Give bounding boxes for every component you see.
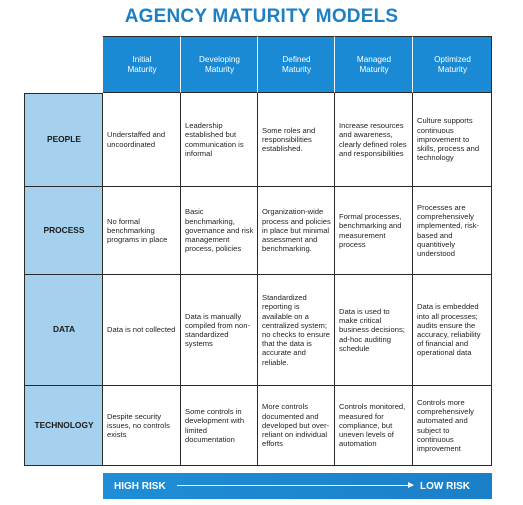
table-cell: Despite security issues, no controls exi… — [103, 386, 181, 466]
table-cell: More controls documented and developed b… — [258, 386, 335, 466]
table-cell: Culture supports continuous improvement … — [413, 93, 492, 187]
column-header: Developing Maturity — [181, 36, 258, 93]
table-cell: Data is embedded into all processes; aud… — [413, 275, 492, 386]
table-cell: Data is not collected — [103, 275, 181, 386]
table-cell: Controls monitored, measured for complia… — [335, 386, 413, 466]
table-cell: Formal processes, benchmarking and measu… — [335, 187, 413, 275]
column-header-label: Initial Maturity — [127, 54, 157, 74]
table-cell: Organization-wide process and policies i… — [258, 187, 335, 275]
table-corner — [24, 36, 103, 93]
table-cell: Leadership established but communication… — [181, 93, 258, 187]
row-label-technology: TECHNOLOGY — [24, 386, 103, 466]
table-cell: No formal benchmarking programs in place — [103, 187, 181, 275]
row-label-people: PEOPLE — [24, 93, 103, 187]
column-header: Managed Maturity — [335, 36, 413, 93]
table-cell: Understaffed and uncoordinated — [103, 93, 181, 187]
column-header-label: Managed Maturity — [356, 54, 392, 74]
table-cell: Some roles and responsibilities establis… — [258, 93, 335, 187]
column-header: Optimized Maturity — [413, 36, 492, 93]
table-cell: Data is manually compiled from non-stand… — [181, 275, 258, 386]
column-header: Defined Maturity — [258, 36, 335, 93]
table-cell: Controls more comprehensively automated … — [413, 386, 492, 466]
risk-scale-bar: HIGH RISK LOW RISK — [103, 473, 492, 499]
table-cell: Standardized reporting is available on a… — [258, 275, 335, 386]
column-header-label: Defined Maturity — [281, 54, 312, 74]
table-cell: Increase resources and awareness, clearl… — [335, 93, 413, 187]
table-cell: Basic benchmarking, governance and risk … — [181, 187, 258, 275]
table-cell: Some controls in development with limite… — [181, 386, 258, 466]
high-risk-label: HIGH RISK — [114, 481, 166, 492]
column-header-label: Optimized Maturity — [434, 54, 471, 74]
column-header-label: Developing Maturity — [199, 54, 240, 74]
table-cell: Data is used to make critical business d… — [335, 275, 413, 386]
arrow-right-icon — [177, 482, 414, 488]
row-label-data: DATA — [24, 275, 103, 386]
maturity-table: Initial Maturity Developing Maturity Def… — [24, 36, 492, 466]
row-label-process: PROCESS — [24, 187, 103, 275]
page-title: AGENCY MATURITY MODELS — [124, 6, 399, 27]
table-cell: Processes are comprehensively implemente… — [413, 187, 492, 275]
column-header: Initial Maturity — [103, 36, 181, 93]
low-risk-label: LOW RISK — [420, 481, 470, 492]
